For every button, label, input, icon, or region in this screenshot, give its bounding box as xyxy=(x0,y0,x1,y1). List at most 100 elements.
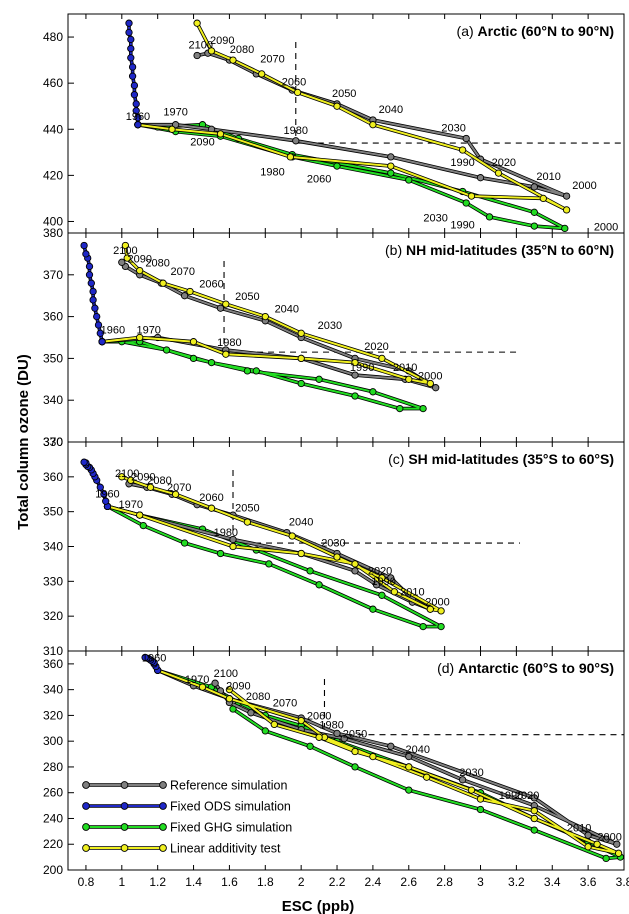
year-label-c-2: 2080 xyxy=(147,475,171,487)
linear-a-point-1 xyxy=(168,125,176,133)
fixed-ghg-c-point-13 xyxy=(139,521,147,530)
linear-c-point-12 xyxy=(207,504,216,512)
linear-c-point-1 xyxy=(136,511,144,519)
y-tick-label-d-0: 200 xyxy=(43,863,63,877)
linear-c-point-6 xyxy=(426,605,434,613)
reference-d-point-8 xyxy=(613,840,621,848)
linear-a-point-8 xyxy=(494,169,503,177)
year-label-a-15: 2090 xyxy=(190,136,214,148)
year-label-c-5: 2050 xyxy=(235,503,259,515)
year-label-b-14: 1960 xyxy=(101,324,125,336)
y-tick-label-c-6: 370 xyxy=(43,435,63,449)
year-label-a-17: 2060 xyxy=(307,173,331,185)
linear-d-point-1 xyxy=(198,683,207,691)
year-label-a-7: 2030 xyxy=(441,123,465,135)
reference-d-point-15 xyxy=(247,709,255,717)
linear-c-point-16 xyxy=(118,473,126,481)
fixed-ghg-b-point-3 xyxy=(243,367,252,375)
year-label-b-4: 2060 xyxy=(199,278,223,290)
fixed-ods-b-point-1 xyxy=(96,329,104,337)
fixed-ghg-a-point-13 xyxy=(333,162,341,170)
y-tick-label-c-2: 330 xyxy=(43,574,63,588)
fixed-ghg-b-point-6 xyxy=(419,404,427,413)
year-label-a-5: 2050 xyxy=(332,88,356,100)
reference-c-point-4 xyxy=(351,567,359,575)
year-label-a-10: 2000 xyxy=(572,180,596,192)
linear-c-point-8 xyxy=(378,574,386,582)
reference-a-point-5 xyxy=(476,174,485,182)
year-label-a-19: 1990 xyxy=(450,219,474,231)
fixed-ods-c-point-2 xyxy=(100,490,108,498)
x-tick-label-1: 1 xyxy=(118,875,125,889)
reference-a-point-9 xyxy=(462,134,470,143)
fixed-ods-a-point-1 xyxy=(134,114,142,122)
y-tick-label-a-2: 440 xyxy=(43,122,63,136)
fixed-ghg-c-point-5 xyxy=(378,591,386,599)
fixed-ghg-c-point-6 xyxy=(437,622,445,631)
x-axis-label: ESC (ppb) xyxy=(282,898,355,914)
year-label-a-18: 2030 xyxy=(423,212,447,224)
x-tick-label-9: 2.6 xyxy=(400,875,417,889)
year-label-c-7: 2030 xyxy=(321,538,345,550)
x-tick-label-8: 2.4 xyxy=(365,875,382,889)
reference-c-line xyxy=(107,482,432,611)
x-tick-label-7: 2.2 xyxy=(329,875,346,889)
year-label-c-13: 1970 xyxy=(119,499,143,511)
reference-c-point-5 xyxy=(372,581,381,589)
fixed-ghg-c-point-10 xyxy=(265,560,273,568)
fixed-ods-b-point-2 xyxy=(94,321,103,329)
fixed-ods-b-point-9 xyxy=(85,262,94,271)
y-tick-label-a-4: 480 xyxy=(43,30,63,44)
fixed-ods-b-point-6 xyxy=(89,287,97,296)
reference-b-point-12 xyxy=(180,292,189,300)
linear-b-point-9 xyxy=(297,329,305,337)
legend-marker-fixed_ods-2 xyxy=(159,802,167,810)
linear-c-point-11 xyxy=(243,518,252,526)
reference-d-point-12 xyxy=(405,752,413,761)
y-tick-label-a-3: 460 xyxy=(43,76,63,90)
linear-a-point-16 xyxy=(193,19,201,27)
fixed-ghg-c-point-12 xyxy=(180,539,189,547)
y-tick-label-d-8: 360 xyxy=(43,657,63,671)
year-label-a-11: 1990 xyxy=(450,157,474,169)
y-tick-label-d-3: 260 xyxy=(43,786,63,800)
year-label-c-11: 2000 xyxy=(425,597,449,609)
legend-label-reference: Reference simulation xyxy=(170,779,287,793)
panel-title-b: (b) NH mid-latitudes (35°N to 60°N) xyxy=(385,242,614,258)
year-label-b-1: 2090 xyxy=(127,253,151,265)
fixed-ods-a-point-12 xyxy=(125,19,133,27)
year-label-d-4: 2080 xyxy=(246,691,270,703)
fixed-ghg-a-point-5 xyxy=(387,169,395,177)
linear-a-point-11 xyxy=(333,102,341,110)
year-label-c-0: 2100 xyxy=(115,468,139,480)
linear-b-point-1 xyxy=(136,333,144,342)
legend-label-linear: Linear additivity test xyxy=(170,842,281,856)
fixed-ods-b-point-0 xyxy=(98,338,106,346)
reference-a-point-3 xyxy=(292,137,300,145)
fixed-ghg-d-point-13 xyxy=(476,805,485,814)
legend: Reference simulation Fixed ODS simulation… xyxy=(82,779,292,856)
year-label-a-3: 2070 xyxy=(260,53,284,65)
fixed-ghg-a-point-8 xyxy=(561,224,569,233)
year-label-a-1: 2090 xyxy=(210,35,234,47)
year-label-b-7: 2030 xyxy=(318,320,342,332)
x-tick-label-14: 3.6 xyxy=(580,875,597,889)
panel-title-c: (c) SH mid-latitudes (35°S to 60°S) xyxy=(388,451,614,467)
year-label-d-9: 2040 xyxy=(405,744,429,756)
reference-a-point-7 xyxy=(562,192,571,200)
panel-title-prefix-b: (b) xyxy=(385,242,406,258)
linear-a-point-14 xyxy=(229,56,237,64)
linear-c-point-3 xyxy=(297,549,305,558)
x-tick-label-4: 1.6 xyxy=(221,875,238,889)
year-label-d-8: 2050 xyxy=(343,728,367,740)
fixed-ghg-c-point-11 xyxy=(216,549,225,558)
linear-b-point-4 xyxy=(297,354,305,363)
y-axis-label: Total column ozone (DU) xyxy=(15,354,32,530)
year-label-a-9: 2010 xyxy=(536,171,560,183)
year-label-b-12: 1980 xyxy=(217,337,241,349)
linear-d-point-7 xyxy=(476,795,485,803)
year-label-b-0: 2100 xyxy=(113,245,137,257)
legend-label-fixed_ods: Fixed ODS simulation xyxy=(170,800,291,814)
linear-c-point-13 xyxy=(171,490,180,498)
linear-d-point-15 xyxy=(351,747,359,756)
